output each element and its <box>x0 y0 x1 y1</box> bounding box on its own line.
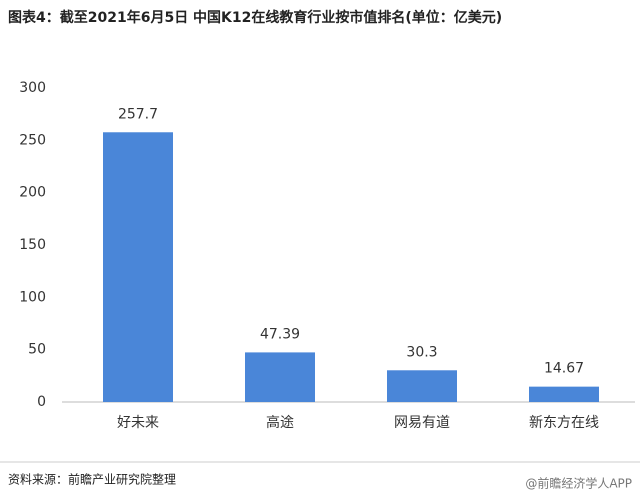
y-tick-label: 200 <box>19 185 46 201</box>
value-label: 30.3 <box>406 344 437 360</box>
y-tick-label: 250 <box>19 132 46 148</box>
value-label: 47.39 <box>260 326 300 342</box>
y-tick-label: 150 <box>19 237 46 253</box>
bar <box>245 352 315 402</box>
bar <box>387 370 457 402</box>
y-tick-label: 50 <box>28 342 46 358</box>
bar <box>103 132 173 403</box>
bar <box>529 386 599 402</box>
x-tick-label: 网易有道 <box>394 415 450 431</box>
y-tick-label: 0 <box>37 394 46 410</box>
x-tick-label: 新东方在线 <box>529 415 599 431</box>
value-label: 257.7 <box>118 106 158 122</box>
value-label: 14.67 <box>544 361 584 377</box>
x-tick-label: 高途 <box>266 414 294 431</box>
chart-title: 图表4：截至2021年6月5日 中国K12在线教育行业按市值排名(单位：亿美元) <box>8 9 502 26</box>
watermark: @前瞻经济学人APP <box>525 476 632 491</box>
x-tick-label: 好未来 <box>117 415 159 431</box>
y-tick-label: 100 <box>19 289 46 305</box>
source-note: 资料来源：前瞻产业研究院整理 <box>8 472 176 487</box>
y-tick-label: 300 <box>19 80 46 96</box>
